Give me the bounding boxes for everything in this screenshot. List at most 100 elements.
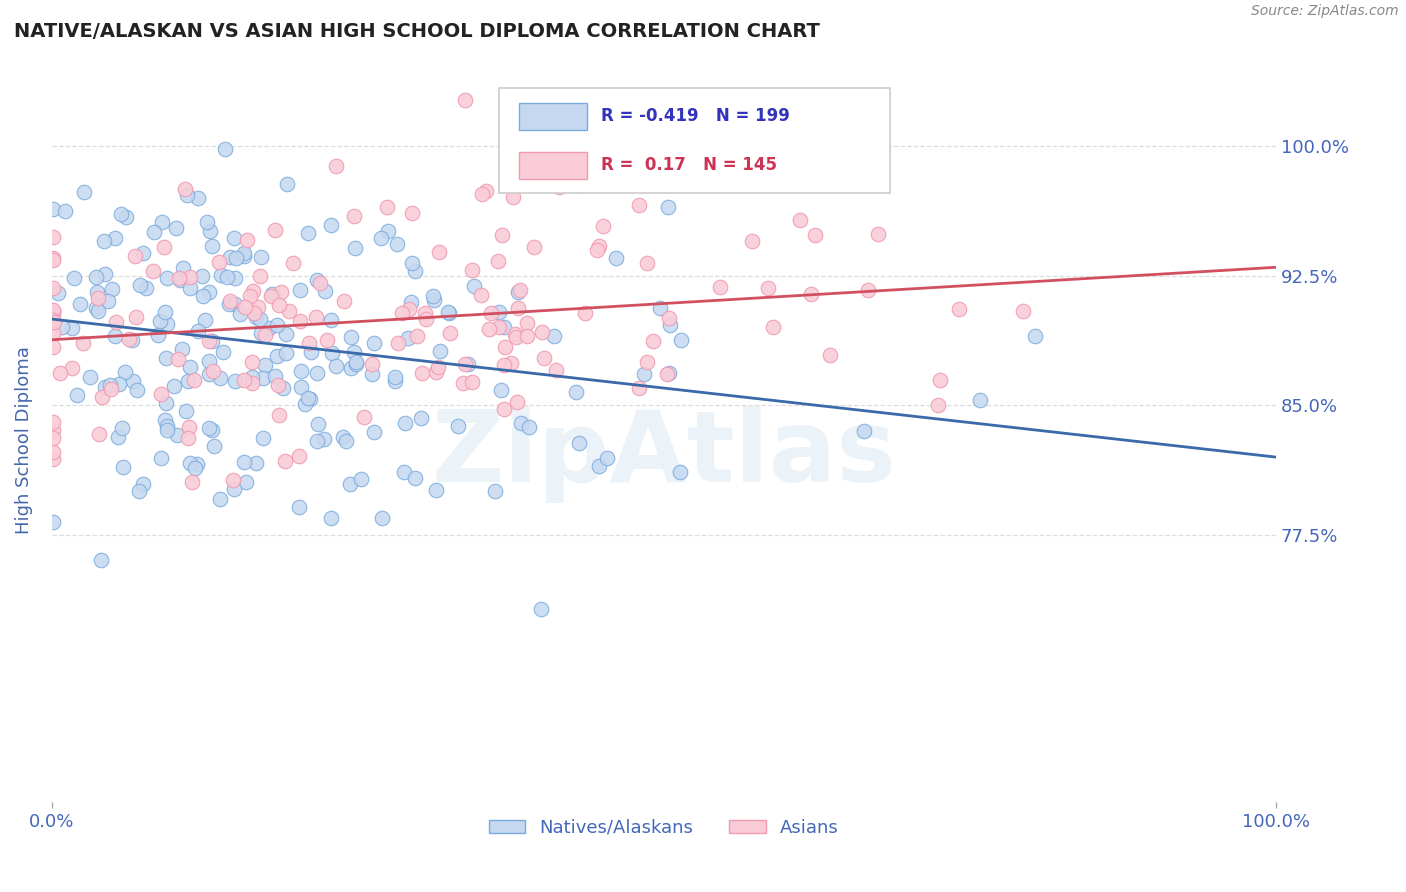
Asians: [125, 310, 148, 325]
Asians: [391, 306, 413, 320]
Asians: [439, 326, 461, 340]
Asians: [494, 340, 516, 354]
Asians: [42, 312, 65, 326]
Asians: [42, 326, 65, 340]
Natives/Alaskans: [595, 451, 617, 466]
Asians: [523, 239, 546, 253]
Asians: [198, 334, 221, 348]
Natives/Alaskans: [339, 477, 361, 491]
Asians: [505, 330, 527, 344]
Natives/Alaskans: [111, 460, 134, 475]
Natives/Alaskans: [290, 283, 312, 297]
Natives/Alaskans: [79, 370, 101, 384]
Asians: [42, 281, 65, 295]
Natives/Alaskans: [568, 435, 591, 450]
Natives/Alaskans: [46, 286, 69, 301]
Natives/Alaskans: [101, 282, 124, 296]
Asians: [868, 227, 890, 241]
Bar: [519, 152, 586, 178]
Natives/Alaskans: [51, 320, 73, 334]
Asians: [124, 249, 146, 263]
Asians: [427, 244, 450, 259]
Asians: [491, 227, 513, 242]
Asians: [405, 328, 427, 343]
Natives/Alaskans: [605, 251, 627, 265]
Natives/Alaskans: [321, 313, 343, 327]
Text: R = -0.419   N = 199: R = -0.419 N = 199: [602, 107, 790, 126]
Asians: [221, 473, 243, 487]
Asians: [516, 329, 538, 343]
Natives/Alaskans: [214, 143, 236, 157]
Natives/Alaskans: [969, 392, 991, 407]
Natives/Alaskans: [384, 374, 406, 388]
Natives/Alaskans: [225, 251, 247, 265]
Natives/Alaskans: [425, 483, 447, 497]
Natives/Alaskans: [437, 304, 460, 318]
Natives/Alaskans: [321, 511, 343, 525]
Natives/Alaskans: [339, 330, 361, 344]
Natives/Alaskans: [1024, 328, 1046, 343]
Asians: [270, 285, 292, 299]
Natives/Alaskans: [177, 374, 200, 388]
Natives/Alaskans: [361, 367, 384, 381]
Natives/Alaskans: [290, 380, 312, 394]
Asians: [856, 283, 879, 297]
Asians: [42, 431, 65, 445]
Natives/Alaskans: [176, 188, 198, 202]
Natives/Alaskans: [437, 305, 460, 319]
Natives/Alaskans: [250, 250, 273, 264]
Natives/Alaskans: [174, 404, 197, 418]
Natives/Alaskans: [201, 423, 224, 437]
Asians: [494, 358, 516, 372]
Natives/Alaskans: [150, 215, 173, 229]
Asians: [49, 367, 72, 381]
Asians: [548, 180, 571, 194]
Asians: [948, 301, 970, 316]
Asians: [91, 391, 114, 405]
FancyBboxPatch shape: [499, 88, 890, 194]
Natives/Alaskans: [377, 224, 399, 238]
Natives/Alaskans: [298, 392, 321, 407]
Natives/Alaskans: [156, 423, 179, 437]
Natives/Alaskans: [202, 439, 225, 453]
Asians: [492, 401, 515, 416]
Natives/Alaskans: [429, 344, 451, 359]
Natives/Alaskans: [217, 270, 239, 285]
Asians: [153, 240, 176, 254]
Natives/Alaskans: [404, 470, 426, 484]
Natives/Alaskans: [297, 391, 319, 405]
Asians: [308, 276, 330, 290]
Natives/Alaskans: [252, 431, 274, 445]
Natives/Alaskans: [245, 310, 267, 324]
Asians: [87, 291, 110, 305]
Natives/Alaskans: [264, 368, 287, 383]
Natives/Alaskans: [249, 311, 271, 326]
Natives/Alaskans: [229, 307, 252, 321]
Asians: [42, 251, 65, 265]
Natives/Alaskans: [149, 314, 172, 328]
Natives/Alaskans: [111, 421, 134, 435]
Natives/Alaskans: [60, 320, 83, 334]
Natives/Alaskans: [314, 432, 336, 446]
Asians: [267, 378, 290, 392]
Asians: [62, 360, 84, 375]
Asians: [530, 325, 553, 339]
Natives/Alaskans: [447, 419, 470, 434]
Natives/Alaskans: [224, 374, 246, 388]
Asians: [42, 315, 65, 329]
Natives/Alaskans: [93, 234, 115, 248]
Natives/Alaskans: [186, 457, 208, 471]
Natives/Alaskans: [409, 411, 432, 425]
Text: NATIVE/ALASKAN VS ASIAN HIGH SCHOOL DIPLOMA CORRELATION CHART: NATIVE/ALASKAN VS ASIAN HIGH SCHOOL DIPL…: [14, 22, 820, 41]
Natives/Alaskans: [72, 185, 94, 199]
Natives/Alaskans: [245, 456, 267, 470]
Natives/Alaskans: [155, 351, 177, 365]
Natives/Alaskans: [179, 359, 201, 374]
Natives/Alaskans: [344, 241, 367, 255]
Asians: [281, 256, 304, 270]
Natives/Alaskans: [201, 238, 224, 252]
Natives/Alaskans: [222, 230, 245, 244]
Natives/Alaskans: [363, 425, 385, 439]
Asians: [208, 255, 231, 269]
Asians: [42, 445, 65, 459]
